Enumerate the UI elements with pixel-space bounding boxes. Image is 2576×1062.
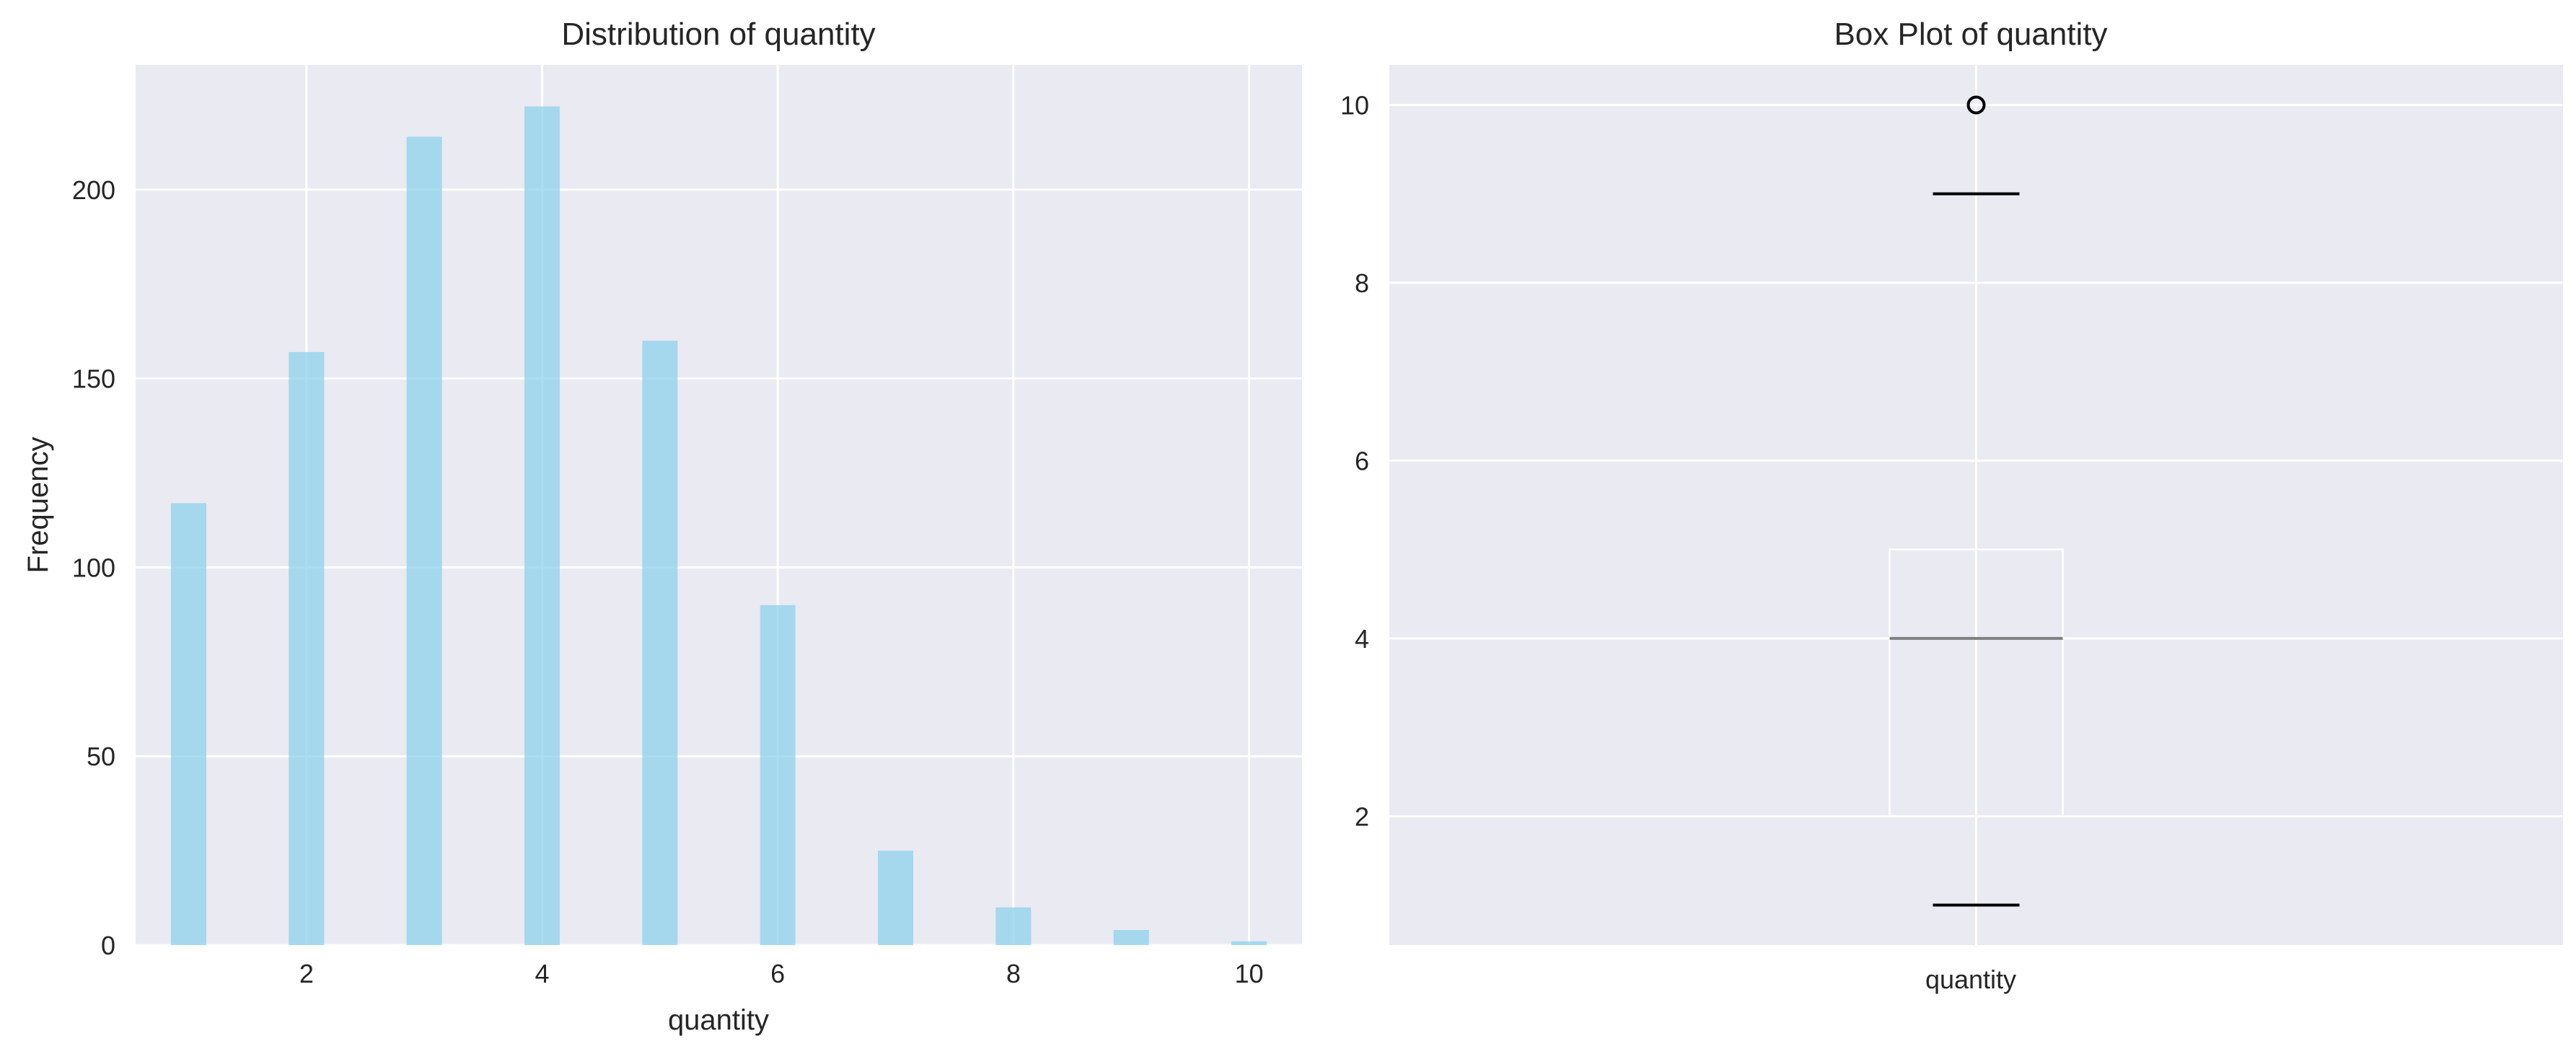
- histogram-y-tick-label: 200: [72, 175, 115, 205]
- boxplot-y-tick-label: 2: [1355, 802, 1369, 831]
- histogram-x-tick-label: 8: [1006, 959, 1021, 988]
- histogram-bar: [524, 106, 560, 946]
- histogram-bar: [406, 136, 442, 945]
- histogram-bar: [995, 907, 1032, 945]
- boxplot-title: Box Plot of quantity: [1834, 17, 2107, 52]
- histogram-bar: [878, 851, 913, 945]
- histogram-x-tick-label: 4: [535, 959, 549, 988]
- boxplot-panel: 2 4 6 8 10 quantity Box Plot of quantity: [1340, 17, 2563, 994]
- histogram-title: Distribution of quantity: [561, 17, 875, 52]
- boxplot-marks: [1889, 95, 2064, 907]
- histogram-x-tick-label: 6: [770, 959, 785, 988]
- boxplot-grid: [1389, 65, 2563, 945]
- boxplot-y-tick-label: 10: [1340, 90, 1369, 120]
- histogram-y-tick-label: 100: [72, 553, 115, 582]
- histogram-x-tick-label: 2: [299, 959, 314, 988]
- boxplot-category-label: quantity: [1925, 965, 2016, 994]
- histogram-bar: [289, 351, 325, 945]
- histogram-bar: [171, 503, 206, 945]
- histogram-bar: [760, 605, 796, 945]
- histogram-bar: [1113, 930, 1149, 945]
- histogram-y-ticks: 0 50 100 150 200: [72, 175, 115, 960]
- boxplot-y-tick-label: 8: [1355, 268, 1369, 298]
- histogram-y-tick-label: 50: [87, 742, 115, 771]
- histogram-bar: [642, 341, 678, 945]
- boxplot-outlier: [1966, 95, 1986, 115]
- histogram-y-tick-label: 0: [101, 931, 115, 960]
- histogram-bars: [171, 106, 1267, 946]
- histogram-y-tick-label: 150: [72, 364, 115, 394]
- histogram-plot-area: [136, 65, 1302, 945]
- histogram-x-label: quantity: [668, 1004, 769, 1036]
- histogram-x-tick-label: 10: [1234, 959, 1263, 988]
- boxplot-box: [1889, 548, 2064, 817]
- boxplot-y-ticks: 2 4 6 8 10: [1340, 90, 1369, 831]
- boxplot-y-tick-label: 4: [1355, 624, 1369, 654]
- histogram-y-label: Frequency: [22, 437, 54, 574]
- histogram-x-ticks: 2 4 6 8 10: [299, 959, 1264, 988]
- histogram-panel: 2 4 6 8 10 0 50 100 150 200 Distribution of quan…: [22, 17, 1302, 1036]
- histogram-bar: [1231, 941, 1267, 945]
- boxplot-y-tick-label: 6: [1355, 446, 1369, 475]
